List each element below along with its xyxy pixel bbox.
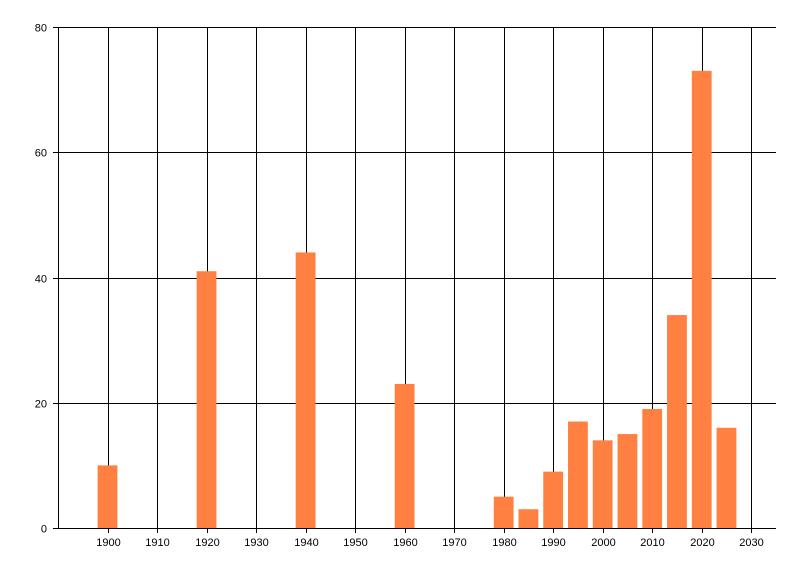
x-tick-label: 1930: [244, 537, 268, 549]
bar-1990: [543, 471, 564, 528]
tick-labels: 0 20 40 60 80 1900 1910 1920 1930 1940 1950 1960 197…: [35, 23, 764, 550]
y-tick-label: 40: [35, 274, 47, 286]
x-tick-label: 1910: [145, 537, 169, 549]
bar-1900: [97, 465, 118, 528]
bar-2020: [691, 70, 712, 529]
x-tick-label: 1960: [393, 537, 417, 549]
x-tick-label: 2010: [640, 537, 664, 549]
bar-1995: [568, 421, 588, 528]
bar-1920: [196, 271, 217, 528]
bar-2025: [716, 427, 737, 528]
x-tick-label: 1990: [541, 537, 565, 549]
bar-2010: [642, 409, 663, 528]
x-tick-label: 2020: [690, 537, 714, 549]
x-tick-label: 2000: [591, 537, 615, 549]
bars: [97, 70, 737, 529]
x-tick-label: 1940: [294, 537, 318, 549]
x-tick-label: 1920: [195, 537, 219, 549]
y-tick-label: 20: [35, 399, 47, 411]
bar-2005: [617, 434, 638, 528]
x-tick-label: 1950: [343, 537, 367, 549]
bar-2015: [667, 315, 687, 528]
y-tick-label: 60: [35, 148, 47, 160]
bar-1960: [394, 383, 415, 528]
x-tick-label: 1900: [96, 537, 120, 549]
bar-1980: [493, 496, 514, 528]
y-tick-label: 0: [41, 524, 47, 536]
x-tick-label: 2030: [739, 537, 763, 549]
x-tick-label: 1980: [492, 537, 516, 549]
axes: [58, 27, 776, 529]
y-tick-label: 80: [35, 23, 47, 35]
bar-1940: [295, 252, 316, 528]
bar-1985: [518, 509, 539, 528]
bar-2000: [592, 440, 613, 528]
x-tick-label: 1970: [442, 537, 466, 549]
